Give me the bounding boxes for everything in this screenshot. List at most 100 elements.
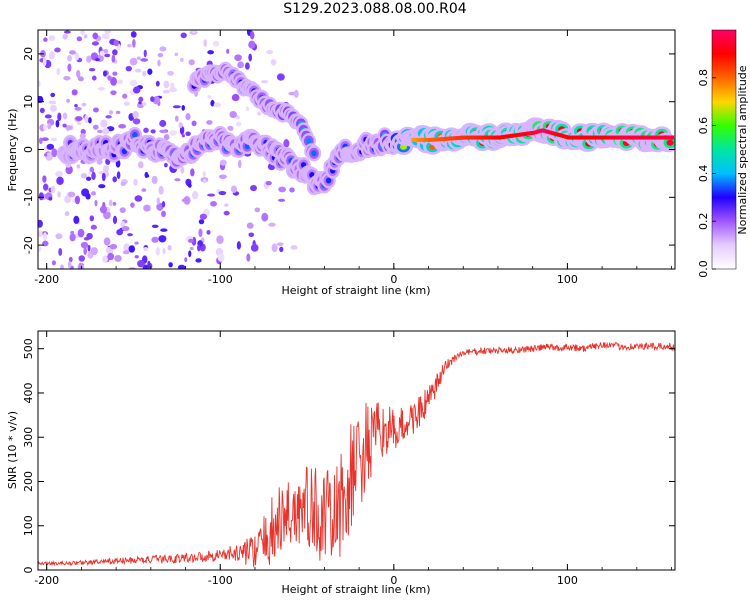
- spectrogram-speckle: [127, 44, 132, 48]
- spectrogram-speckle: [224, 203, 229, 207]
- spectrogram-speckle: [192, 190, 199, 200]
- spectrogram-speckle: [134, 68, 142, 73]
- spectrogram-ridge-core: [473, 135, 477, 140]
- spectrogram-ridge-core: [494, 135, 497, 140]
- spectrogram-ridge-core: [642, 135, 645, 140]
- spectrogram-speckle: [230, 185, 238, 194]
- spectrogram-speckle: [80, 128, 86, 135]
- spectrogram-ridge-core: [570, 135, 574, 140]
- spectrogram-speckle: [64, 211, 70, 217]
- spectrogram-speckle: [143, 127, 149, 133]
- spectrogram-speckle: [155, 247, 160, 256]
- spectrogram-speckle: [156, 197, 161, 205]
- spectrogram-speckle: [140, 58, 149, 62]
- spectrogram-speckle: [116, 171, 121, 180]
- spectrogram-speckle: [76, 164, 81, 169]
- spectrogram-speckle: [89, 215, 95, 222]
- spectrogram-speckle: [120, 220, 126, 229]
- spectrogram-marks: [38, 30, 675, 269]
- snr-y-axis: 0 100 200 300 400 500: [22, 338, 675, 574]
- spectrogram-ridge-core: [628, 135, 631, 140]
- spectrogram-x-label: Height of straight line (km): [281, 284, 430, 297]
- spectrogram-speckle: [181, 133, 185, 138]
- spectrogram-ridge-core: [605, 135, 609, 140]
- spectrogram-speckle: [50, 185, 56, 194]
- spectrogram-ridge-core: [633, 135, 636, 140]
- spectrogram-speckle: [119, 207, 126, 214]
- spectrogram-speckle: [147, 68, 153, 75]
- spectrogram-speckle: [188, 250, 192, 258]
- spectrogram-speckle: [179, 57, 184, 63]
- spectrogram-ridge-core: [532, 130, 536, 135]
- spectrogram-speckle: [38, 192, 44, 201]
- spectrogram-speckle: [279, 246, 284, 253]
- spectrogram-speckle: [283, 139, 290, 148]
- colorbar-tick-label: 0.6: [697, 117, 710, 135]
- spectrogram-ridge-core: [619, 135, 622, 140]
- spectrogram-speckle: [62, 33, 68, 40]
- spectrogram-speckle: [184, 257, 188, 263]
- spectrogram-speckle: [278, 186, 287, 193]
- spectrogram-speckle: [99, 205, 108, 214]
- spectrogram-speckle: [202, 170, 206, 178]
- spectrogram-speckle: [163, 80, 170, 89]
- spectrogram-ridge-core: [480, 135, 484, 140]
- colorbar-frame: [711, 29, 737, 270]
- spectrogram-ridge-core: [463, 135, 466, 140]
- spectrogram-speckle: [44, 114, 52, 119]
- spectrogram-speckle: [80, 241, 89, 249]
- spectrogram-speckle: [122, 250, 130, 255]
- spectrogram-ridge-core: [506, 134, 510, 139]
- spectrogram-ridge-core: [638, 135, 642, 140]
- spectrogram-speckle: [164, 162, 168, 168]
- spectrogram-speckle: [268, 222, 276, 227]
- spectrogram-speckle: [248, 53, 252, 62]
- spectrogram-y-tick-label: -20: [22, 236, 35, 254]
- spectrogram-speckle: [123, 101, 130, 106]
- spectrogram-speckle: [95, 58, 100, 62]
- spectrogram-ridge-core: [661, 135, 664, 140]
- spectrogram-ridge-core: [647, 135, 650, 140]
- spectrogram-speckle: [55, 119, 60, 128]
- spectrogram-speckle: [246, 222, 254, 229]
- spectrogram-speckle: [67, 54, 72, 62]
- spectrogram-speckle: [67, 261, 72, 269]
- spectrogram-x-tick-label: -100: [208, 273, 233, 286]
- spectrogram-ridge-core: [562, 134, 565, 139]
- spectrogram-speckle: [249, 30, 255, 40]
- spectrogram-ridge-core: [477, 135, 480, 140]
- spectrogram-ridge-core: [629, 135, 633, 140]
- spectrogram-speckle: [116, 229, 124, 236]
- spectrogram-speckle: [57, 191, 61, 198]
- spectrogram-speckle: [108, 110, 114, 115]
- spectrogram-ridge-core: [501, 135, 504, 140]
- spectrogram-speckle: [130, 31, 137, 38]
- spectrogram-ridge-core: [640, 135, 643, 140]
- snr-y-label: SNR (10 * v/v): [6, 411, 19, 489]
- spectrogram-ridge-core: [577, 135, 581, 140]
- spectrogram-ridge-core: [451, 136, 454, 141]
- spectrogram-speckle: [271, 243, 278, 253]
- spectrogram-speckle: [104, 30, 112, 34]
- spectrogram-speckle: [218, 190, 227, 196]
- spectrogram-speckle: [63, 75, 71, 81]
- colorbar-ticks: 0.0 0.2 0.4 0.6 0.8: [697, 69, 716, 278]
- spectrogram-speckle: [180, 32, 187, 39]
- spectrogram-ridge-core: [475, 135, 478, 140]
- spectrogram-y-label: Frequency (Hz): [6, 109, 19, 192]
- spectrogram-speckle: [110, 76, 117, 86]
- spectrogram-ridge-core: [671, 135, 675, 140]
- spectrogram-speckle: [77, 228, 85, 238]
- spectrogram-speckle: [207, 95, 211, 99]
- spectrogram-speckle: [157, 59, 161, 67]
- spectrogram-speckle: [98, 184, 106, 189]
- spectrogram-ridge-core: [589, 135, 593, 140]
- spectrogram-speckle: [76, 69, 81, 79]
- spectrogram-speckle: [167, 70, 174, 76]
- spectrogram-y-tick-label: 10: [22, 95, 35, 109]
- spectrogram-speckle: [216, 235, 224, 245]
- spectrogram-ridge: [325, 177, 332, 184]
- spectrogram-ridge-core: [609, 135, 612, 140]
- spectrogram-speckle: [87, 171, 93, 175]
- spectrogram-speckle: [78, 262, 83, 269]
